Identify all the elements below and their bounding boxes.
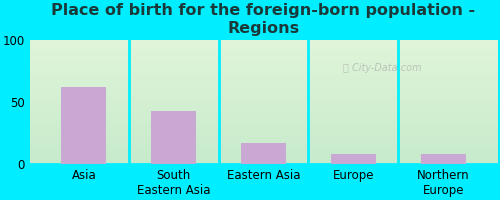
- Text: Ⓢ City-Data.com: Ⓢ City-Data.com: [343, 63, 421, 73]
- Bar: [331, 154, 376, 164]
- Bar: [62, 87, 106, 164]
- Bar: [241, 143, 286, 164]
- Bar: [421, 154, 466, 164]
- Title: Place of birth for the foreign-born population -
Regions: Place of birth for the foreign-born popu…: [52, 3, 476, 36]
- Bar: [151, 111, 196, 164]
